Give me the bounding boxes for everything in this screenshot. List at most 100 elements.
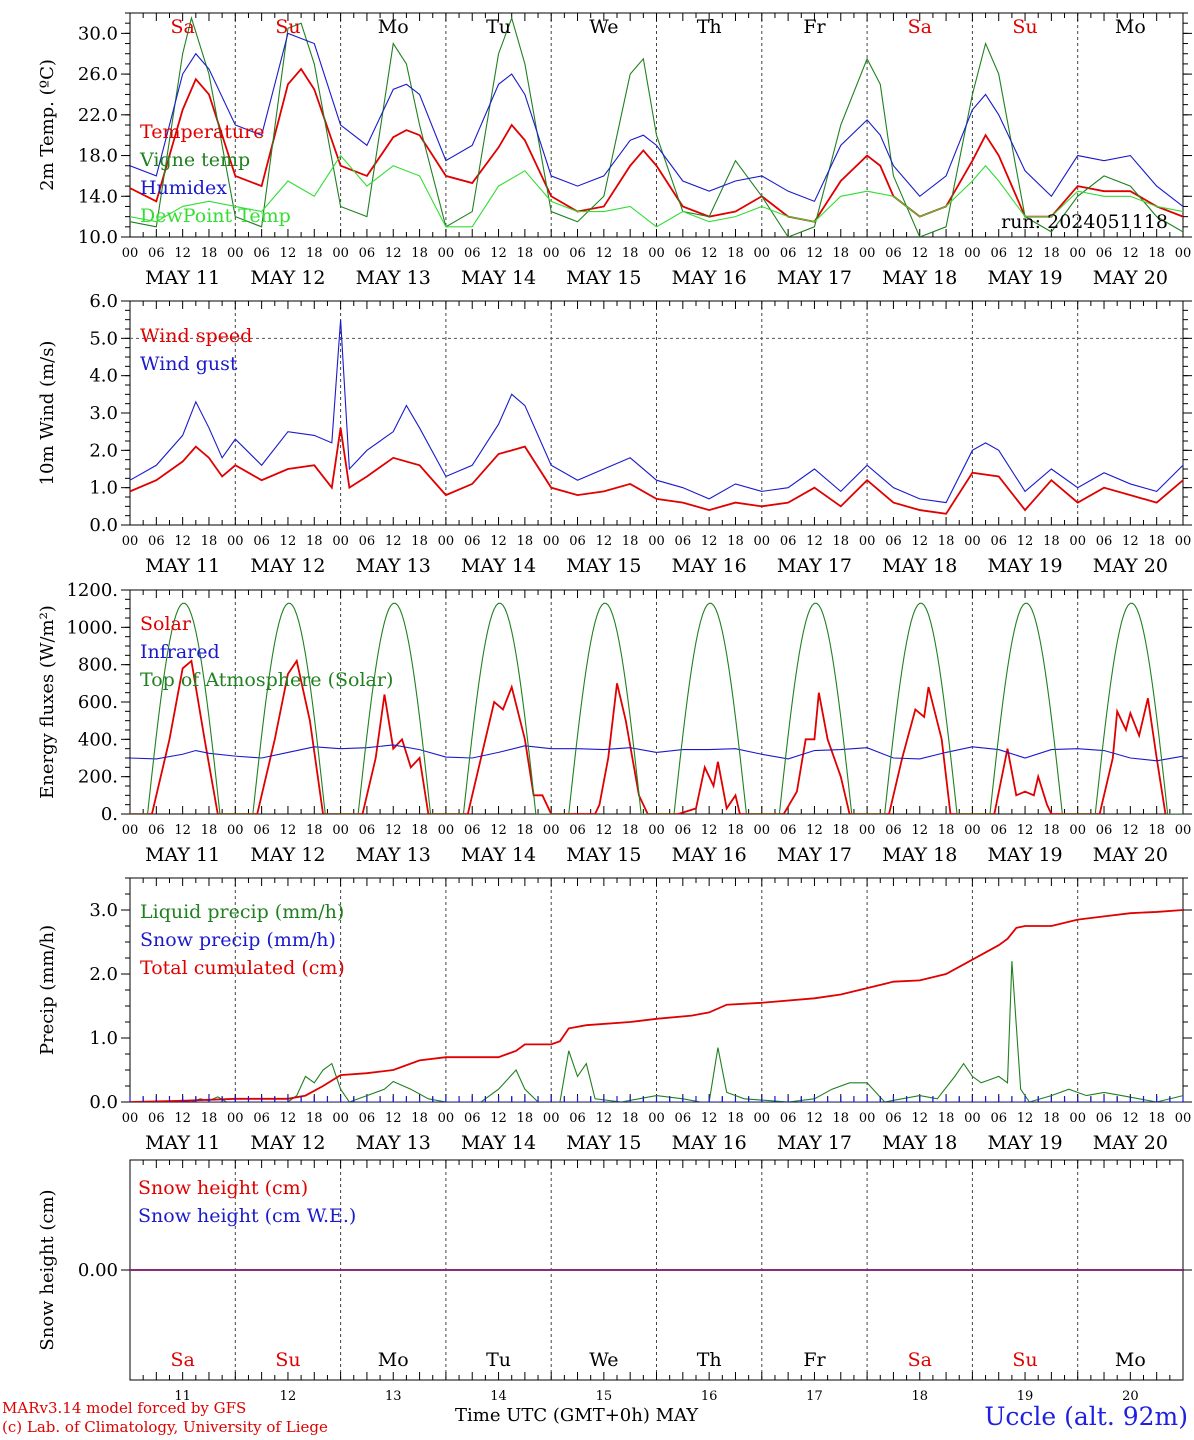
hour-label: 00: [648, 534, 665, 549]
hour-label: 00: [332, 246, 349, 261]
date-label: MAY 15: [566, 555, 641, 577]
legend-entry: Top of Atmosphere (Solar): [140, 669, 393, 691]
panel-3: 0. 200. 400. 600. 800. 1000. 1200. Energy fluxe…: [37, 580, 1192, 866]
hour-label: 00: [227, 246, 244, 261]
y-tick-label: 1.0: [89, 478, 118, 499]
hour-label: 12: [701, 534, 718, 549]
legend-entry: Snow height (cm): [138, 1177, 308, 1199]
hour-label: 12: [806, 534, 823, 549]
hour-label: 00: [122, 823, 139, 838]
hour-label: 06: [990, 246, 1007, 261]
hour-label: 18: [622, 1111, 639, 1126]
hour-label: 00: [648, 823, 665, 838]
panel-5: 0.00 Snow height (cm) Snow height (cm) Snow…: [37, 1159, 1192, 1381]
hour-label: 18: [517, 534, 534, 549]
hour-label: 06: [780, 534, 797, 549]
series-line-vigne-temp: [130, 16, 1183, 237]
hour-label: 18: [727, 823, 744, 838]
weekday-label-top: Sa: [908, 16, 932, 38]
legend-entry: Total cumulated (cm): [140, 957, 345, 979]
date-label: MAY 20: [1093, 555, 1168, 577]
y-tick-label: 4.0: [89, 366, 118, 387]
hour-label: 12: [385, 1111, 402, 1126]
hour-label: 00: [122, 1111, 139, 1126]
date-label: MAY 14: [461, 1132, 536, 1154]
hour-label: 00: [438, 1111, 455, 1126]
day-number-label: 13: [385, 1389, 402, 1404]
y-tick-label: 0.: [101, 804, 118, 825]
hour-label: 00: [964, 823, 981, 838]
hour-label: 00: [438, 246, 455, 261]
hour-label: 18: [411, 246, 428, 261]
station-label: Uccle (alt. 92m): [984, 1402, 1188, 1431]
hour-label: 12: [596, 823, 613, 838]
hour-label: 06: [148, 246, 165, 261]
hour-label: 06: [148, 823, 165, 838]
date-label: MAY 11: [145, 1132, 220, 1154]
y-tick-label: 18.0: [78, 146, 118, 167]
legend-entry: Infrared: [140, 641, 220, 663]
hour-label: 06: [359, 1111, 376, 1126]
hour-label: 18: [201, 246, 218, 261]
weekday-label-top: Tu: [486, 16, 511, 38]
hour-label: 00: [1175, 534, 1192, 549]
hour-label: 18: [411, 1111, 428, 1126]
hour-label: 18: [622, 534, 639, 549]
series-group: [130, 602, 1183, 814]
hour-label: 00: [859, 823, 876, 838]
hour-label: 00: [964, 1111, 981, 1126]
day-number-label: 14: [490, 1389, 507, 1404]
hour-label: 12: [385, 823, 402, 838]
y-axis-label: 10m Wind (m/s): [37, 341, 58, 486]
hour-label: 18: [1043, 1111, 1060, 1126]
hour-label: 00: [227, 1111, 244, 1126]
series-line-liquid-precip-mm-h-: [130, 961, 1183, 1102]
hour-label: 00: [1069, 1111, 1086, 1126]
hour-label: 06: [780, 246, 797, 261]
hour-label: 00: [859, 1111, 876, 1126]
date-label: MAY 12: [250, 267, 325, 289]
day-number-label: 18: [911, 1389, 928, 1404]
y-tick-label: 14.0: [78, 186, 118, 207]
hour-label: 06: [464, 1111, 481, 1126]
y-tick-label: 1.0: [89, 1028, 118, 1049]
hour-label: 18: [306, 1111, 323, 1126]
hour-label: 06: [569, 534, 586, 549]
run-label: run: 2024051118: [1001, 211, 1168, 233]
hour-label: 06: [253, 246, 270, 261]
hour-label: 12: [911, 1111, 928, 1126]
weekday-label-top: Mo: [1115, 16, 1146, 38]
weekday-label-top: Th: [697, 16, 722, 38]
day-number-label: 12: [280, 1389, 297, 1404]
series-group: [130, 16, 1183, 237]
hour-label: 12: [1122, 1111, 1139, 1126]
hour-label: 06: [885, 534, 902, 549]
hour-label: 12: [701, 246, 718, 261]
panel-frame: [129, 12, 1184, 238]
series-line-top-of-atmosphere-solar-: [130, 602, 1183, 814]
hour-label: 06: [675, 534, 692, 549]
date-label: MAY 11: [145, 844, 220, 866]
legend-entry: Vigne temp: [139, 149, 250, 171]
hour-label: 06: [464, 823, 481, 838]
y-tick-label: 3.0: [89, 403, 118, 424]
hour-label: 00: [1069, 823, 1086, 838]
y-tick-label: 30.0: [78, 23, 118, 44]
y-tick-label: 3.0: [89, 900, 118, 921]
hour-label: 18: [201, 1111, 218, 1126]
weekday-label-bottom: Mo: [1115, 1349, 1146, 1371]
hour-label: 00: [648, 246, 665, 261]
hour-label: 18: [727, 246, 744, 261]
date-label: MAY 13: [356, 267, 431, 289]
model-credit: MARv3.14 model forced by GFS (c) Lab. of…: [2, 1399, 328, 1437]
date-label: MAY 19: [987, 1132, 1062, 1154]
hour-label: 12: [490, 1111, 507, 1126]
hour-label: 06: [885, 823, 902, 838]
hour-label: 12: [596, 534, 613, 549]
date-label: MAY 19: [987, 555, 1062, 577]
date-label: MAY 15: [566, 267, 641, 289]
hour-label: 18: [833, 1111, 850, 1126]
hour-label: 06: [359, 534, 376, 549]
series-line-dewpoint-temp: [130, 154, 1183, 228]
series-line-solar: [130, 658, 1167, 814]
